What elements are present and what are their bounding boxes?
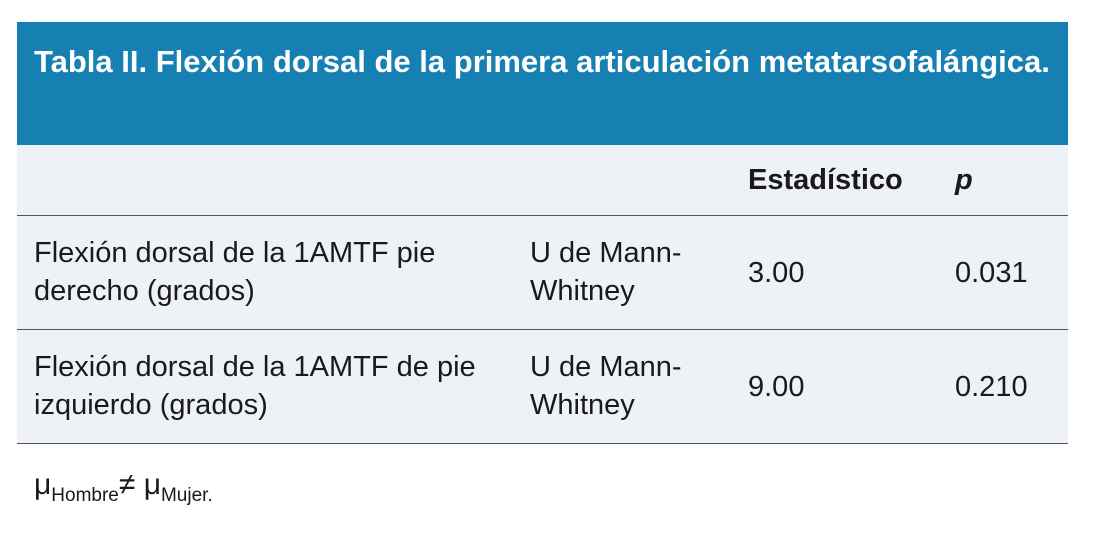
- cell-variable: Flexión dorsal de la 1AMTF de pie izquie…: [34, 351, 476, 421]
- cell-test: U de Mann-Whitney: [530, 351, 682, 421]
- not-equal-symbol: ≠: [118, 468, 136, 501]
- cell-test: U de Mann-Whitney: [530, 237, 682, 307]
- footnote: μHombre≠ μMujer.: [34, 468, 213, 507]
- header-statistic: Estadístico: [748, 164, 903, 196]
- table-row: Flexión dorsal de la 1AMTF pie derecho (…: [17, 216, 1068, 330]
- mu-symbol: μ: [143, 468, 161, 501]
- cell-statistic: 9.00: [748, 371, 805, 403]
- cell-variable: Flexión dorsal de la 1AMTF pie derecho (…: [34, 237, 436, 307]
- table-row: Flexión dorsal de la 1AMTF de pie izquie…: [17, 330, 1068, 444]
- subscript-mujer: Mujer.: [160, 485, 213, 506]
- cell-p: 0.210: [955, 371, 1028, 403]
- cell-statistic: 3.00: [748, 257, 805, 289]
- table-title: Tabla II. Flexión dorsal de la primera a…: [17, 22, 1068, 145]
- header-row: Estadístico p: [17, 145, 1068, 216]
- subscript-hombre: Hombre: [51, 485, 119, 506]
- mu-symbol: μ: [34, 468, 52, 501]
- data-table: Tabla II. Flexión dorsal de la primera a…: [17, 22, 1068, 444]
- header-p: p: [955, 164, 973, 196]
- cell-p: 0.031: [955, 257, 1028, 289]
